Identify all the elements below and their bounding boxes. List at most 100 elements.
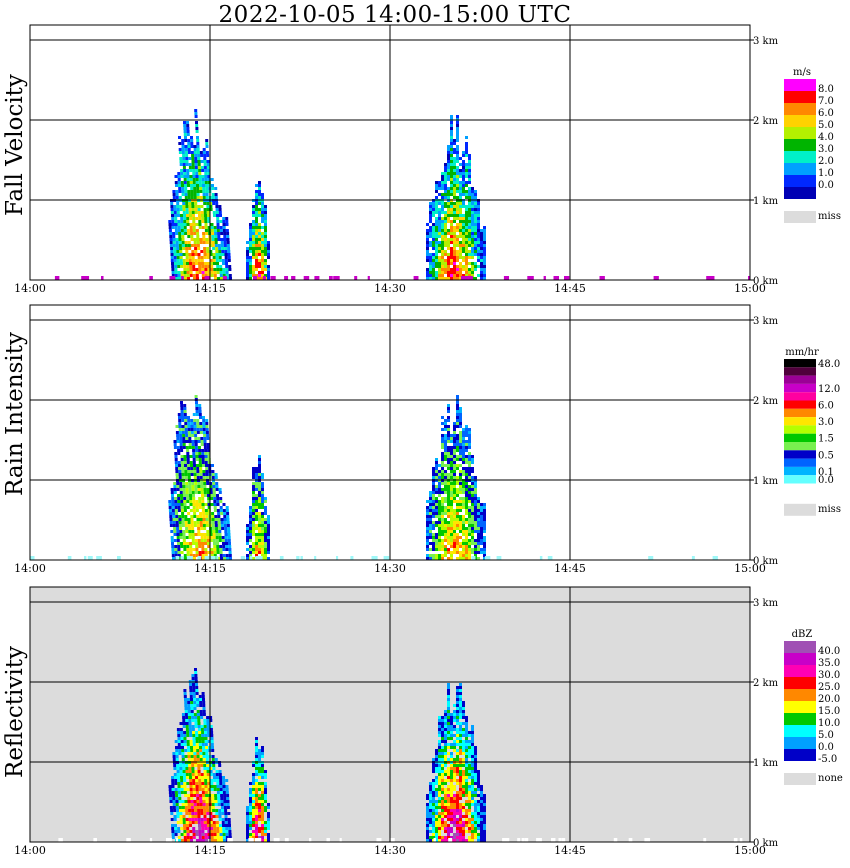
echo-cell — [483, 548, 486, 551]
echo-cell — [456, 265, 459, 268]
echo-cell — [474, 767, 477, 770]
echo-cell — [195, 455, 199, 458]
echo-cell — [209, 250, 213, 253]
echo-cell — [264, 244, 267, 247]
echo-cell — [180, 743, 184, 746]
echo-cell — [183, 404, 187, 407]
echo-cell — [456, 719, 459, 722]
echo-cell — [205, 746, 208, 749]
echo-cell — [176, 256, 180, 259]
echo-cell — [435, 265, 438, 268]
echo-cell — [456, 154, 459, 157]
echo-cell — [477, 515, 480, 518]
echo-cell — [426, 809, 429, 812]
echo-cell — [205, 142, 209, 145]
echo-cell — [189, 548, 193, 551]
echo-cell — [222, 788, 226, 791]
echo-cell — [258, 211, 261, 214]
echo-cell — [222, 226, 226, 229]
echo-cell — [175, 431, 179, 434]
echo-cell — [255, 773, 258, 776]
echo-cell — [196, 431, 200, 434]
echo-cell — [465, 244, 468, 247]
echo-cell — [211, 755, 215, 758]
echo-cell — [204, 223, 208, 226]
echo-cell — [465, 446, 468, 449]
echo-cell — [249, 274, 252, 277]
echo-cell — [441, 440, 444, 443]
echo-cell — [261, 803, 264, 806]
echo-cell — [181, 746, 184, 749]
echo-cell — [438, 202, 441, 205]
echo-cell — [474, 782, 477, 785]
echo-cell — [450, 262, 453, 265]
echo-cell — [474, 815, 477, 818]
echo-cell — [456, 223, 459, 226]
echo-cell — [480, 506, 483, 509]
echo-cell — [444, 268, 447, 271]
echo-cell — [447, 494, 450, 497]
echo-cell — [201, 181, 205, 184]
echo-cell — [210, 737, 214, 740]
echo-cell — [474, 247, 477, 250]
echo-cell — [459, 407, 462, 410]
echo-cell — [438, 181, 441, 184]
echo-cell — [474, 262, 477, 265]
echo-cell — [194, 250, 198, 253]
echo-cell — [453, 821, 456, 824]
echo-cell — [252, 548, 255, 551]
echo-cell — [188, 812, 192, 815]
echo-cell — [225, 223, 229, 226]
echo-cell — [453, 494, 456, 497]
echo-cell — [477, 518, 480, 521]
echo-cell — [176, 815, 180, 818]
echo-cell — [175, 464, 178, 467]
echo-cell — [255, 800, 258, 803]
echo-cell — [195, 268, 199, 271]
echo-cell — [435, 229, 438, 232]
echo-cell — [426, 229, 429, 232]
echo-cell — [444, 746, 447, 749]
echo-cell — [197, 482, 201, 485]
echo-cell — [207, 268, 211, 271]
echo-cell — [258, 461, 261, 464]
surface-echo — [98, 556, 102, 560]
echo-cell — [474, 791, 477, 794]
echo-cell — [468, 464, 471, 467]
surface-echo — [101, 276, 104, 280]
echo-cell — [185, 253, 189, 256]
echo-cell — [258, 524, 261, 527]
echo-cell — [187, 193, 191, 196]
echo-cell — [195, 791, 199, 794]
echo-cell — [172, 806, 176, 809]
echo-cell — [456, 410, 459, 413]
echo-cell — [474, 539, 477, 542]
echo-cell — [205, 515, 209, 518]
echo-cell — [471, 265, 474, 268]
echo-cell — [456, 734, 459, 737]
surface-echo — [371, 556, 375, 560]
echo-cell — [459, 458, 462, 461]
echo-cell — [215, 202, 219, 205]
echo-cell — [450, 716, 453, 719]
echo-cell — [201, 271, 205, 274]
surface-echo — [644, 838, 651, 842]
echo-cell — [435, 259, 438, 262]
echo-cell — [456, 512, 459, 515]
echo-cell — [223, 794, 227, 797]
echo-cell — [193, 476, 197, 479]
echo-cell — [196, 524, 200, 527]
echo-cell — [453, 758, 456, 761]
echo-cell — [199, 464, 202, 467]
echo-cell — [173, 767, 177, 770]
echo-cell — [444, 190, 447, 193]
echo-cell — [450, 554, 453, 557]
echo-cell — [211, 803, 215, 806]
echo-cell — [246, 812, 249, 815]
echo-cell — [191, 764, 195, 767]
echo-cell — [450, 830, 453, 833]
echo-cell — [204, 509, 208, 512]
echo-cell — [196, 758, 200, 761]
echo-cell — [198, 452, 202, 455]
echo-cell — [249, 235, 252, 238]
